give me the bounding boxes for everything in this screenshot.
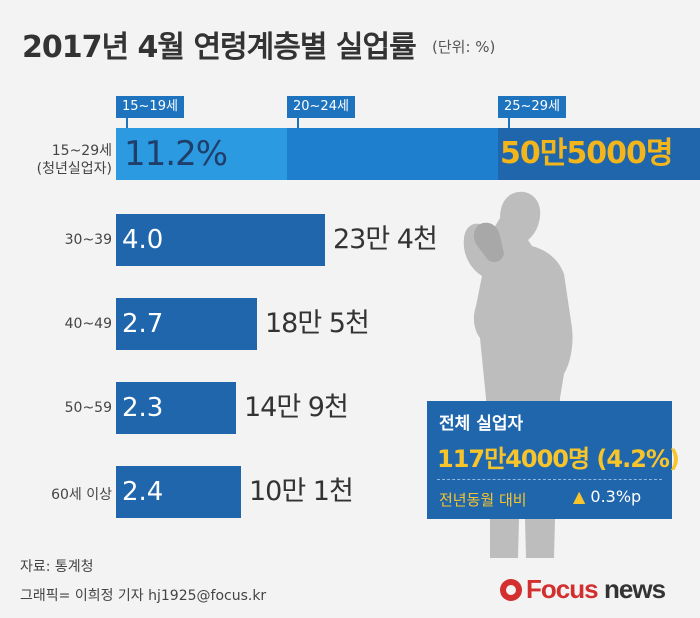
row-label-30-39: 30~39 (64, 232, 112, 248)
bar-rate-50-59: 2.3 (122, 393, 164, 423)
bar-count-30-39: 23만 4천 (333, 224, 438, 255)
total-box-divider (437, 479, 662, 480)
row-label-60-plus: 60세 이상 (51, 487, 112, 503)
up-triangle-icon: ▲ (573, 487, 586, 506)
youth-bar-segment-20-24 (287, 128, 498, 180)
bar-count-40-49: 18만 5천 (265, 308, 370, 339)
bar-30-39 (116, 214, 325, 266)
total-box-change-value: 0.3%p (590, 487, 642, 506)
source-note: 자료: 통계청 (20, 559, 94, 575)
bar-50-59 (116, 382, 236, 434)
total-box-value: 117만4000명 (4.2%) (437, 445, 680, 473)
total-box-change: ▲ 0.3%p (573, 487, 641, 506)
row-label-50-59: 50~59 (64, 400, 112, 416)
graphic-credit: 그래픽= 이희정 기자 hj1925@focus.kr (20, 588, 267, 604)
youth-tag-stem-20-24 (297, 118, 299, 128)
focusnews-logo: Focus news (500, 574, 690, 608)
youth-tag-stem-15-19 (126, 118, 128, 128)
youth-count-label: 50만5000명 (500, 136, 673, 171)
youth-bar-segment-15-19 (116, 128, 287, 180)
youth-label-group: (청년실업자) (36, 161, 112, 177)
logo-mark-icon (500, 579, 522, 601)
bar-rate-60-plus: 2.4 (122, 477, 164, 507)
youth-tag-20-24: 20~24세 (287, 96, 355, 118)
row-label-40-49: 40~49 (64, 316, 112, 332)
youth-tag-stem-25-29 (508, 118, 510, 128)
total-unemployed-box: 전체 실업자 117만4000명 (4.2%) 전년동월 대비 ▲ 0.3%p (427, 401, 680, 519)
total-box-title: 전체 실업자 (439, 414, 524, 434)
page-title: 2017년 4월 연령계층별 실업률 (22, 30, 417, 65)
bar-40-49 (116, 298, 257, 350)
logo-text-news: news (604, 574, 666, 604)
youth-label: 15~29세 (청년실업자) (0, 142, 112, 178)
logo-text-focus: Focus (526, 574, 599, 604)
bar-rate-40-49: 2.7 (122, 309, 164, 339)
bar-count-50-59: 14만 9천 (244, 392, 349, 423)
youth-tag-15-19: 15~19세 (116, 96, 184, 118)
unit-label: (단위: %) (432, 38, 496, 56)
total-box-compare-label: 전년동월 대비 (439, 491, 527, 509)
youth-rate-label: 11.2% (124, 134, 228, 174)
youth-tag-25-29: 25~29세 (498, 96, 566, 118)
bar-60-plus (116, 466, 241, 518)
bar-count-60-plus: 10만 1천 (249, 476, 354, 507)
youth-label-age: 15~29세 (51, 143, 112, 159)
bar-rate-30-39: 4.0 (122, 225, 164, 255)
youth-bar-segment-25-29 (498, 128, 700, 180)
